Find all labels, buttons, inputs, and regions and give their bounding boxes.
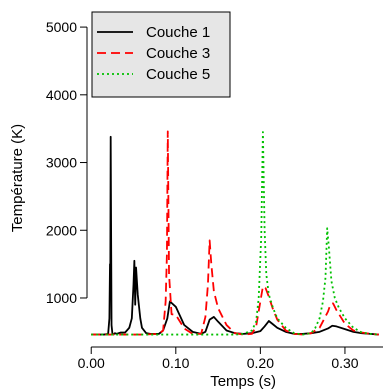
legend-label-1: Couche 1: [146, 24, 210, 41]
legend-box: [91, 11, 231, 98]
y-tick-label: 4000: [46, 87, 77, 103]
y-tick-label: 3000: [46, 155, 77, 171]
y-axis: 1000 2000 3000 4000 5000: [46, 19, 88, 306]
x-axis-title: Temps (s): [210, 373, 276, 389]
series-line-1: [91, 135, 379, 336]
legend-label-2: Couche 3: [146, 45, 210, 62]
y-tick-label: 5000: [46, 19, 77, 35]
y-tick-label: 2000: [46, 222, 77, 238]
series-line-2: [91, 130, 379, 336]
y-axis-title: Température (K): [9, 124, 26, 232]
x-axis: 0.00 0.10 0.20 0.30: [78, 346, 383, 371]
x-tick-label: 0.10: [162, 355, 189, 371]
series-line-3: [91, 131, 379, 336]
x-tick-label: 0.30: [331, 355, 358, 371]
legend: Couche 1 Couche 3 Couche 5: [91, 11, 231, 98]
plot-area: [91, 130, 379, 336]
y-tick-label: 1000: [46, 290, 77, 306]
x-tick-label: 0.20: [247, 355, 274, 371]
legend-label-3: Couche 5: [146, 66, 210, 83]
x-tick-label: 0.00: [78, 355, 105, 371]
